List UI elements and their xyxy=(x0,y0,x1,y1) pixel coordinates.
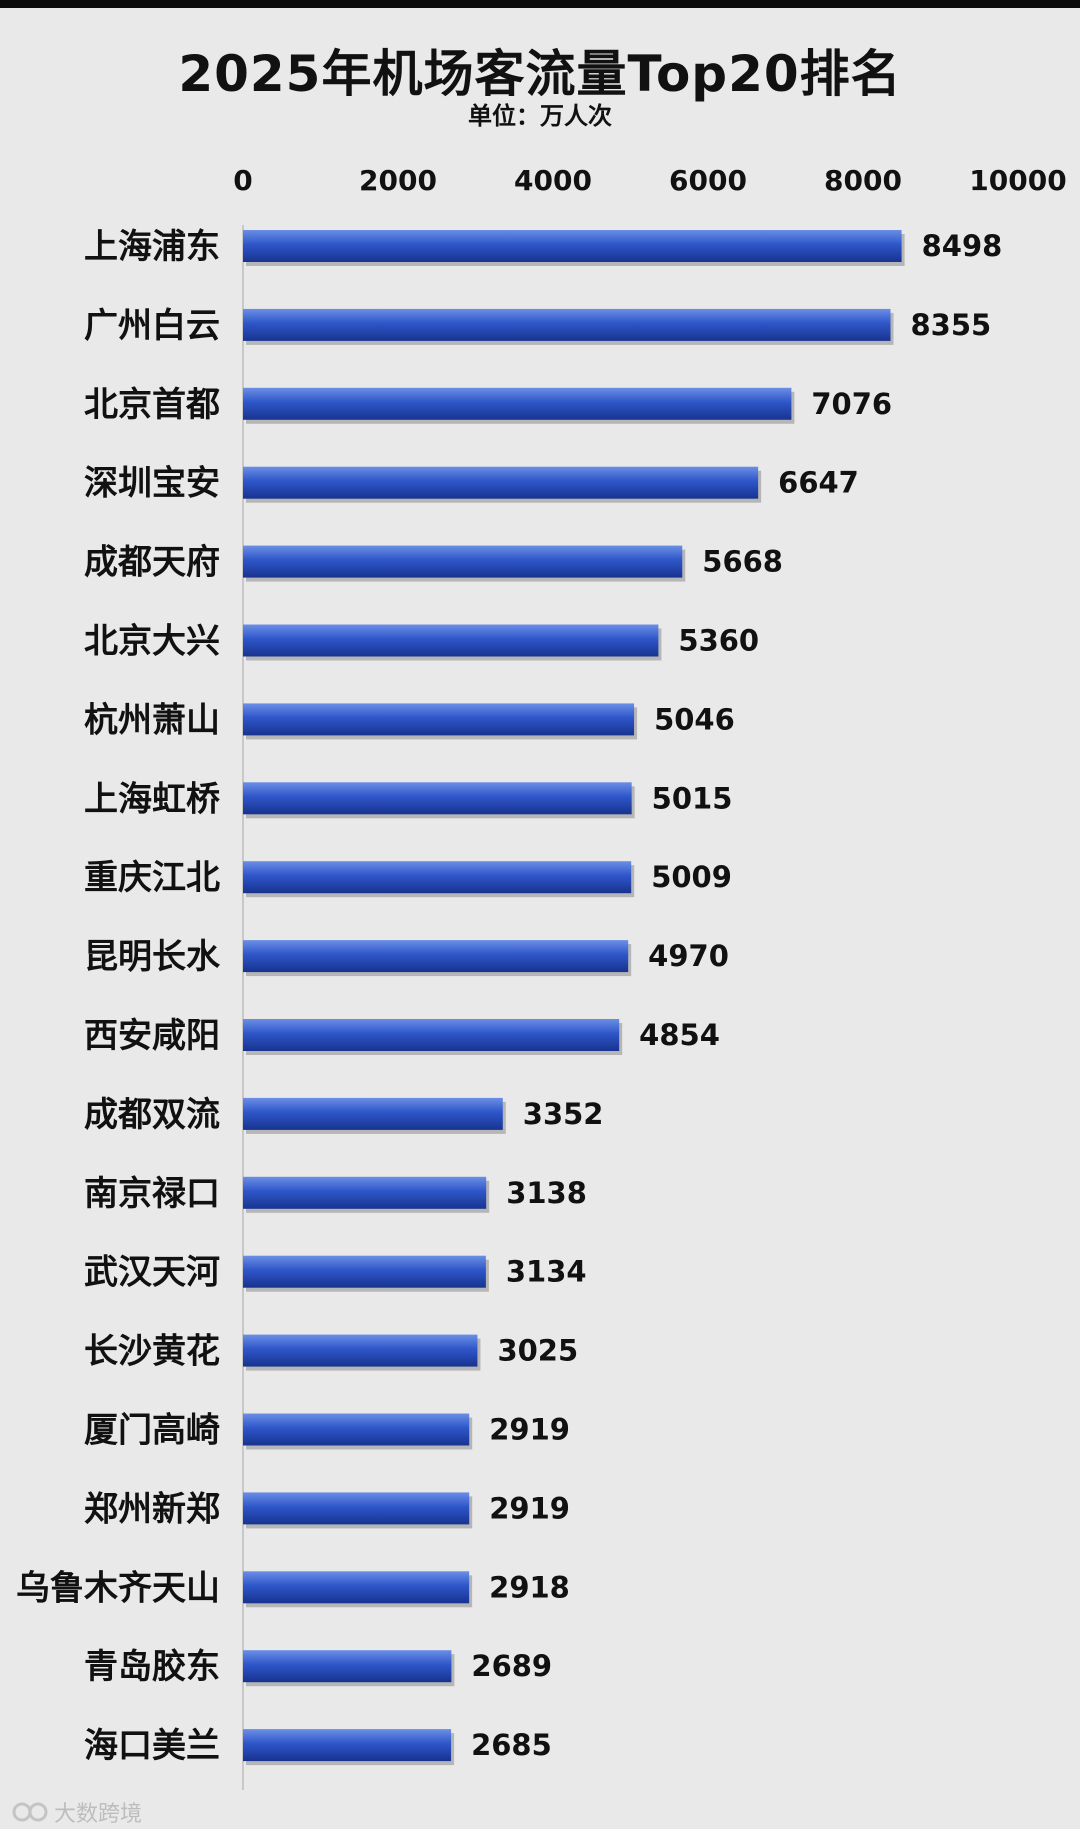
bar xyxy=(243,1097,503,1130)
bar xyxy=(243,1413,470,1446)
category-label: 青岛胶东 xyxy=(84,1647,220,1687)
value-label: 4854 xyxy=(639,1018,720,1052)
top-bar xyxy=(0,0,1080,8)
category-label: 广州白云 xyxy=(84,306,220,346)
category-label: 北京大兴 xyxy=(84,622,220,662)
bar xyxy=(243,1255,486,1288)
category-label: 上海虹桥 xyxy=(84,779,220,819)
value-label: 5668 xyxy=(702,545,783,579)
bar xyxy=(243,387,792,420)
category-label: 厦门高崎 xyxy=(84,1411,220,1451)
category-label: 西安咸阳 xyxy=(84,1016,220,1056)
value-label: 3352 xyxy=(523,1097,604,1131)
bar xyxy=(243,940,629,973)
bar xyxy=(243,308,891,341)
category-label: 杭州萧山 xyxy=(84,700,220,740)
category-label: 郑州新郑 xyxy=(84,1489,220,1529)
value-label: 7076 xyxy=(811,387,892,421)
bar xyxy=(243,1334,478,1367)
value-label: 3134 xyxy=(506,1255,587,1289)
category-label: 重庆江北 xyxy=(84,858,220,898)
bar xyxy=(243,545,683,578)
bar xyxy=(243,703,635,736)
category-label: 成都双流 xyxy=(84,1095,220,1135)
bar xyxy=(243,1729,452,1762)
category-label: 武汉天河 xyxy=(84,1253,220,1293)
category-label: 南京禄口 xyxy=(84,1174,220,1214)
category-label: 北京首都 xyxy=(84,385,220,425)
bar xyxy=(243,1019,620,1051)
value-label: 5360 xyxy=(678,624,759,658)
value-label: 2689 xyxy=(471,1649,552,1683)
watermark: 大数跨境 xyxy=(12,1796,142,1828)
value-label: 5015 xyxy=(652,781,733,815)
x-tick-label: 4000 xyxy=(514,164,592,197)
bar xyxy=(243,861,632,894)
bar xyxy=(243,1176,487,1209)
bar xyxy=(243,624,659,657)
value-label: 6647 xyxy=(778,466,859,500)
value-label: 5046 xyxy=(654,702,735,736)
value-label: 8355 xyxy=(911,308,992,342)
x-tick-label: 0 xyxy=(233,164,252,197)
value-label: 8498 xyxy=(922,229,1003,263)
bar xyxy=(243,1650,452,1683)
category-label: 成都天府 xyxy=(84,543,220,583)
category-label: 昆明长水 xyxy=(84,937,221,977)
category-label: 上海浦东 xyxy=(84,227,220,267)
bar xyxy=(243,230,902,262)
x-tick-label: 8000 xyxy=(824,164,902,197)
unit-label: 单位：万人次 xyxy=(468,102,612,130)
value-label: 4970 xyxy=(648,939,729,973)
value-label: 3138 xyxy=(506,1176,587,1210)
value-label: 2685 xyxy=(471,1728,552,1762)
watermark-logo-icon xyxy=(12,1802,48,1822)
category-label: 乌鲁木齐天山 xyxy=(16,1568,220,1608)
bar xyxy=(243,466,759,499)
bar xyxy=(243,1571,470,1604)
category-label: 深圳宝安 xyxy=(84,464,220,504)
x-tick-label: 10000 xyxy=(969,164,1066,197)
value-label: 3025 xyxy=(497,1334,578,1368)
value-label: 5009 xyxy=(651,860,732,894)
x-tick-label: 6000 xyxy=(669,164,747,197)
category-label: 长沙黄花 xyxy=(84,1332,220,1372)
bar xyxy=(243,1492,470,1525)
value-label: 2918 xyxy=(489,1570,570,1604)
category-label: 海口美兰 xyxy=(84,1726,220,1766)
value-label: 2919 xyxy=(489,1491,570,1525)
chart-title: 2025年机场客流量Top20排名 xyxy=(178,45,902,103)
value-label: 2919 xyxy=(489,1413,570,1447)
watermark-text: 大数跨境 xyxy=(54,1802,143,1827)
x-tick-label: 2000 xyxy=(359,164,437,197)
bar xyxy=(243,782,632,815)
